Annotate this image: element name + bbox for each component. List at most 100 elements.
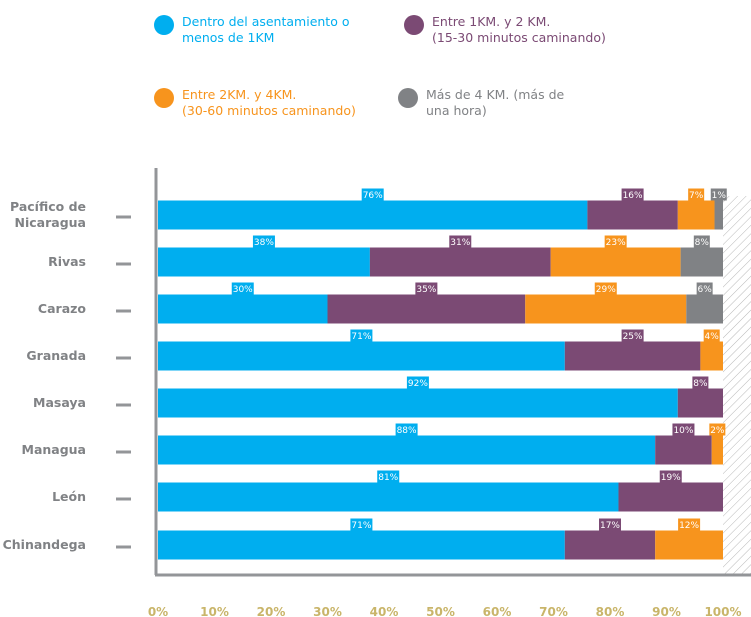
bar-segment: [677, 388, 723, 418]
bar-segment: [655, 435, 712, 465]
data-label: 23%: [606, 238, 626, 248]
data-label-pointer: [607, 530, 613, 535]
bar-segment: [677, 200, 715, 230]
data-label: 2%: [710, 426, 725, 436]
data-label-box: [696, 282, 713, 295]
data-label-box: [252, 235, 275, 248]
category-label: León: [52, 489, 86, 504]
data-label-pointer: [714, 435, 721, 440]
data-label-pointer: [457, 247, 464, 252]
bar-segment: [158, 482, 619, 512]
data-label-pointer: [698, 247, 705, 252]
data-label: 25%: [623, 332, 643, 342]
data-label: 88%: [397, 426, 417, 436]
legend-item-over-4km: Más de 4 KM. (más de una hora): [398, 87, 564, 119]
data-label-pointer: [697, 388, 704, 393]
data-label-pointer: [403, 435, 410, 440]
data-label-box: [709, 423, 726, 436]
x-tick-label: 10%: [200, 605, 229, 617]
category-label: Chinandega: [3, 537, 86, 552]
data-label-box: [350, 329, 373, 342]
data-label: 8%: [693, 379, 708, 389]
x-tick-label: 30%: [313, 605, 342, 617]
data-label-pointer: [260, 247, 267, 252]
data-label-pointer: [715, 200, 722, 205]
bar-segment: [369, 247, 551, 277]
bar-segment: [711, 435, 723, 465]
legend-item-2-4km: Entre 2KM. y 4KM. (30-60 minutos caminan…: [154, 87, 356, 119]
data-label-pointer: [708, 341, 715, 346]
bar-segment: [587, 200, 678, 230]
x-tick-label: 20%: [257, 605, 286, 617]
data-label-pointer: [239, 294, 246, 299]
data-label-pointer: [701, 294, 708, 299]
data-label-pointer: [369, 200, 376, 205]
bar-segment: [158, 435, 656, 465]
data-label: 6%: [697, 285, 712, 295]
bar-segment: [686, 294, 723, 324]
data-label-box: [594, 282, 617, 295]
data-label-pointer: [667, 482, 674, 487]
data-label-box: [395, 423, 418, 436]
data-label: 10%: [673, 426, 693, 436]
data-label-pointer: [629, 200, 636, 205]
bar-segment: [550, 247, 681, 277]
data-label: 92%: [408, 379, 428, 389]
bar-segment: [564, 341, 701, 371]
bar-segment: [158, 341, 565, 371]
data-label-box: [692, 376, 709, 389]
legend-swatch: [398, 88, 418, 108]
bar-segment: [158, 247, 370, 277]
data-label-pointer: [385, 482, 392, 487]
legend-item-1-2km: Entre 1KM. y 2 KM. (15-30 minutos camina…: [404, 14, 606, 46]
data-label-pointer: [629, 341, 636, 346]
data-label: 4%: [705, 332, 720, 342]
data-label-pointer: [358, 530, 365, 535]
legend-label: Entre 2KM. y 4KM. (30-60 minutos caminan…: [182, 87, 356, 118]
data-label: 8%: [695, 238, 710, 248]
x-tick-label: 90%: [652, 605, 681, 617]
data-label-box: [599, 518, 621, 531]
data-label-box: [231, 282, 254, 295]
data-label-box: [350, 518, 373, 531]
legend-label: Más de 4 KM. (más de una hora): [426, 87, 565, 118]
data-label: 71%: [351, 332, 371, 342]
category-label: Granada: [26, 348, 86, 363]
x-tick-label: 0%: [148, 605, 168, 617]
data-label-box: [604, 235, 627, 248]
bar-segment: [158, 530, 565, 560]
x-tick-label: 80%: [596, 605, 625, 617]
bar-segment: [525, 294, 687, 324]
bar-segment: [618, 482, 723, 512]
data-label: 31%: [450, 238, 470, 248]
data-label-pointer: [686, 530, 693, 535]
data-label-box: [710, 188, 727, 201]
hatch-area: [723, 196, 751, 575]
data-label: 81%: [378, 473, 398, 483]
data-label: 1%: [712, 191, 727, 201]
legend-swatch: [404, 15, 424, 35]
data-label-box: [688, 188, 705, 201]
category-label: Rivas: [48, 254, 86, 269]
bar-segment: [327, 294, 526, 324]
data-label: 76%: [363, 191, 383, 201]
data-label-pointer: [693, 200, 700, 205]
legend-item-within-1km: Dentro del asentamiento o menos de 1KM: [154, 14, 349, 46]
bar-segment: [655, 530, 723, 560]
x-tick-label: 50%: [426, 605, 455, 617]
data-label-pointer: [423, 294, 430, 299]
bar-segment: [700, 341, 723, 371]
x-tick-label: 40%: [370, 605, 399, 617]
data-label-box: [703, 329, 720, 342]
data-label-box: [659, 470, 682, 483]
data-label-box: [621, 188, 644, 201]
data-label-box: [361, 188, 384, 201]
bar-segment: [158, 388, 678, 418]
legend-label: Dentro del asentamiento o menos de 1KM: [182, 14, 350, 45]
data-label-pointer: [612, 247, 619, 252]
data-label: 12%: [679, 521, 699, 531]
x-tick-label: 60%: [483, 605, 512, 617]
data-label-box: [449, 235, 472, 248]
data-label: 19%: [661, 473, 681, 483]
